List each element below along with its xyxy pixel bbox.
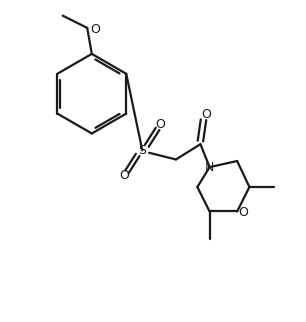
- Text: N: N: [205, 161, 214, 174]
- Text: O: O: [238, 206, 248, 219]
- Text: O: O: [201, 108, 211, 121]
- Text: S: S: [138, 144, 146, 157]
- Text: O: O: [90, 23, 100, 36]
- Text: O: O: [119, 169, 129, 182]
- Text: O: O: [156, 118, 166, 131]
